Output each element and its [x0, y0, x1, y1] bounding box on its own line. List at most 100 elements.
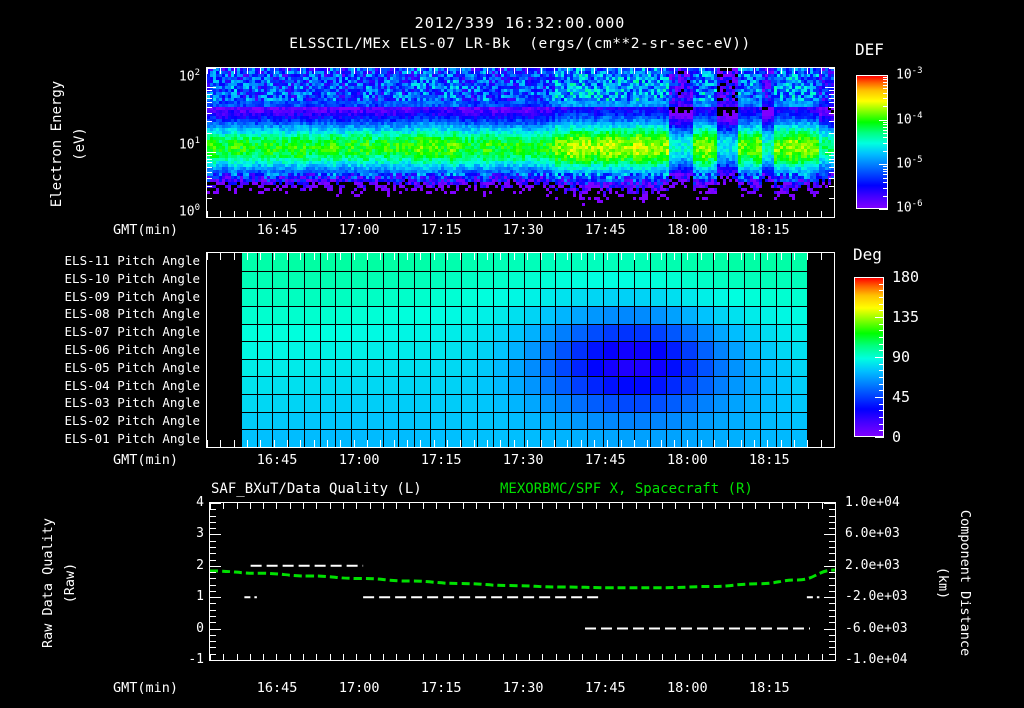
axis-tick [662, 654, 664, 660]
axis-tick [580, 440, 582, 447]
panel-bot-ytick-right: -2.0e+03 [845, 589, 908, 605]
axis-tick [793, 253, 795, 260]
axis-tick [353, 440, 355, 447]
axis-tick [487, 211, 489, 217]
axis-tick [210, 572, 216, 574]
axis-tick [529, 654, 531, 660]
axis-tick [755, 503, 757, 509]
axis-tick [834, 68, 835, 74]
axis-tick [883, 150, 888, 152]
axis-tick [300, 440, 302, 447]
axis-tick [829, 101, 834, 103]
axis-tick [207, 155, 212, 157]
axis-tick [207, 68, 208, 74]
axis-tick [883, 81, 888, 83]
axis-tick [489, 503, 491, 509]
axis-tick [829, 584, 835, 586]
axis-tick [207, 93, 212, 95]
colorbar-deg-tick-label: 180 [892, 268, 920, 286]
axis-tick [580, 211, 582, 217]
axis-tick [500, 440, 502, 447]
panel-bot-ylabel-left-line1: Raw Data Quality [40, 517, 56, 649]
axis-tick [487, 68, 489, 74]
axis-tick [500, 68, 502, 74]
panel-mid-row-label: ELS-01 Pitch Angle [64, 431, 200, 447]
axis-tick [715, 503, 717, 509]
axis-tick [829, 162, 834, 164]
axis-tick [829, 171, 834, 173]
axis-tick [647, 253, 649, 260]
axis-tick [220, 68, 222, 74]
axis-tick [834, 211, 835, 217]
axis-tick [879, 330, 884, 332]
axis-tick [879, 410, 884, 412]
axis-tick [303, 654, 305, 660]
axis-tick [513, 253, 515, 260]
axis-tick [824, 534, 835, 536]
axis-tick [673, 68, 675, 74]
axis-tick [660, 440, 662, 447]
panel-mid-row-label: ELS-07 Pitch Angle [64, 324, 200, 340]
axis-tick [210, 590, 216, 592]
axis-tick [660, 211, 662, 217]
axis-tick [273, 211, 275, 217]
axis-tick [829, 546, 835, 548]
axis-tick [513, 211, 515, 217]
axis-tick [207, 68, 216, 69]
axis-tick [249, 654, 251, 660]
axis-tick [210, 565, 221, 567]
panel-top-xtick-label: 18:00 [666, 222, 708, 238]
axis-tick [883, 77, 888, 79]
panel-bot-ticks [209, 502, 836, 661]
colorbar-def-tick-5: 10-5 [896, 155, 923, 172]
axis-tick [829, 590, 835, 592]
panel-top-xtick-label: 17:45 [584, 222, 626, 238]
axis-tick [569, 654, 571, 660]
axis-tick [740, 440, 742, 447]
axis-tick [409, 654, 411, 660]
axis-tick [420, 253, 422, 260]
axis-tick [329, 654, 331, 660]
axis-tick [207, 178, 212, 179]
panel-top-xtick-label: 16:45 [256, 222, 298, 238]
axis-tick [753, 440, 755, 447]
axis-tick [207, 152, 216, 154]
axis-tick [273, 440, 275, 447]
axis-tick [829, 515, 835, 517]
panel-bot-ytick-right: -6.0e+03 [845, 620, 908, 636]
axis-tick [247, 68, 249, 74]
axis-tick [207, 217, 216, 218]
axis-tick [582, 503, 584, 509]
axis-tick [313, 253, 315, 260]
axis-tick [700, 68, 702, 74]
panel-mid-xtick-label: 17:45 [584, 452, 626, 468]
axis-tick [829, 93, 834, 95]
electron-energy-spectrogram [207, 68, 834, 217]
axis-tick [595, 503, 597, 509]
panel-mid-row-label: ELS-06 Pitch Angle [64, 342, 200, 357]
axis-tick [808, 654, 810, 660]
axis-tick [233, 440, 235, 447]
axis-tick [369, 654, 371, 660]
axis-tick [622, 654, 624, 660]
axis-tick [879, 164, 888, 166]
axis-tick [210, 521, 216, 523]
axis-tick [829, 528, 835, 530]
axis-tick [647, 440, 649, 447]
axis-tick [767, 211, 769, 217]
axis-tick [829, 121, 834, 123]
axis-tick [553, 253, 555, 260]
axis-tick [367, 68, 369, 74]
axis-tick [687, 440, 689, 447]
panel-electron-energy [207, 68, 834, 217]
colorbar-def-tick-5-exp: -5 [911, 155, 923, 165]
axis-tick [210, 654, 211, 660]
axis-tick [767, 253, 769, 260]
axis-tick [673, 211, 675, 217]
axis-tick [515, 654, 517, 660]
axis-tick [340, 68, 342, 74]
panel-mid-xtick-label: 17:30 [502, 452, 544, 468]
axis-tick [500, 253, 502, 260]
axis-tick [753, 68, 755, 74]
axis-tick [829, 653, 835, 655]
